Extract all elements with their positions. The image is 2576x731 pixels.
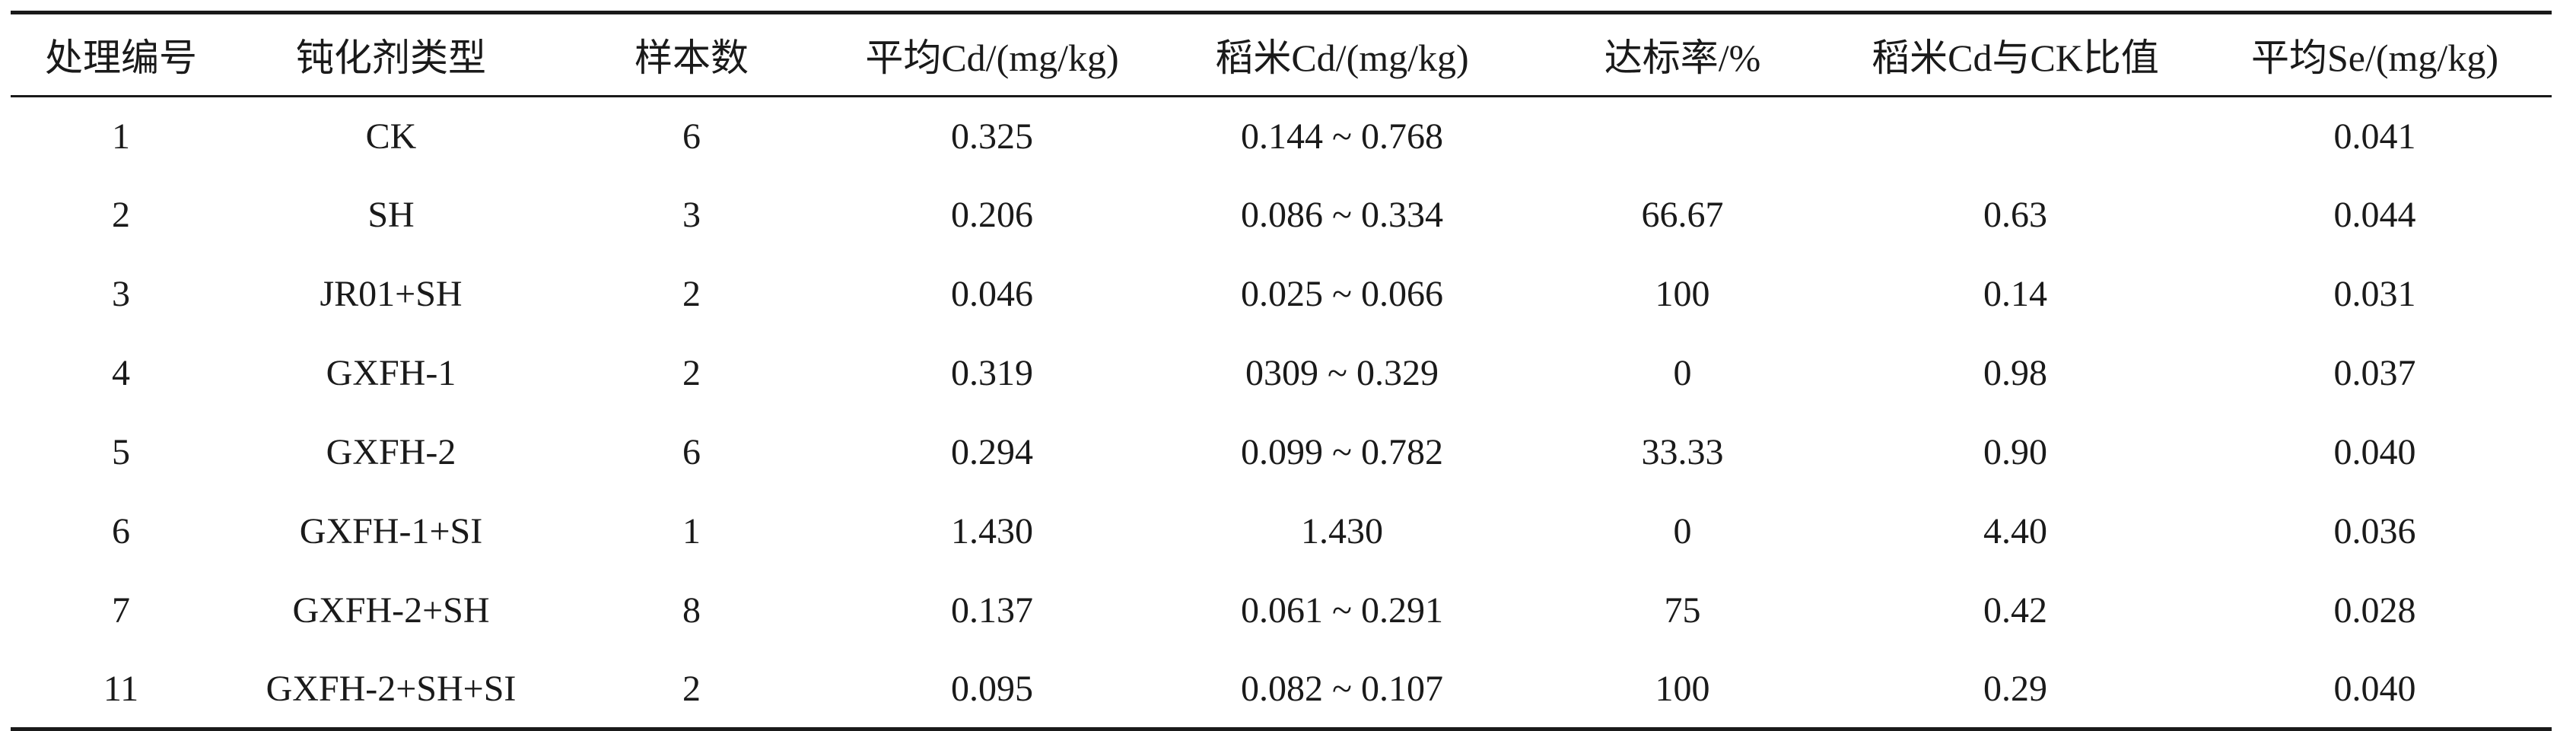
header-rice-cd: 稻米Cd/(mg/kg) (1152, 11, 1532, 97)
cell-passivator-type: GXFH-2 (326, 432, 456, 472)
cell-rice-cd: 0.144 ~ 0.768 (1241, 116, 1443, 157)
cell-rice-cd: 0.086 ~ 0.334 (1241, 195, 1443, 235)
cell-mean-cd: 0.325 (951, 116, 1033, 157)
header-mean-cd: 平均Cd/(mg/kg) (832, 11, 1152, 97)
cell-mean-se: 0.031 (2333, 274, 2416, 314)
cell-mean-cd: 0.294 (951, 432, 1033, 472)
cell-cd-ck-ratio: 0.29 (1833, 650, 2198, 731)
cell-sample-count: 8 (682, 590, 701, 631)
cell-cd-ck-ratio (1833, 97, 2198, 176)
cell-mean-se: 0.044 (2333, 195, 2416, 235)
header-treatment-id: 处理编号 (11, 11, 231, 97)
cell-mean-se: 0.037 (2333, 353, 2416, 393)
cell-mean-cd: 1.430 (951, 511, 1033, 551)
cell-cd-ck-ratio: 0.90 (1983, 432, 2047, 472)
cell-treatment-id: 1 (112, 116, 130, 157)
cell-sample-count: 1 (682, 511, 701, 551)
cell-sample-count: 3 (682, 195, 701, 235)
cell-rice-cd: 0.082 ~ 0.107 (1152, 650, 1532, 731)
cell-mean-cd: 0.206 (951, 195, 1033, 235)
cell-passivator-type: GXFH-2+SH (292, 590, 490, 631)
cell-cd-ck-ratio: 0.42 (1983, 590, 2047, 631)
table-row: 1 CK 6 0.325 0.144 ~ 0.768 0.041 (11, 97, 2552, 176)
cell-compliance-rate: 75 (1664, 590, 1701, 631)
cell-mean-se: 0.028 (2333, 590, 2416, 631)
cell-sample-count: 6 (682, 116, 701, 157)
cell-mean-cd: 0.137 (951, 590, 1033, 631)
header-mean-se: 平均Se/(mg/kg) (2198, 11, 2552, 97)
cell-cd-ck-ratio: 0.98 (1983, 353, 2047, 393)
cell-passivator-type: GXFH-1+SI (299, 511, 483, 551)
cell-compliance-rate: 66.67 (1641, 195, 1724, 235)
cell-passivator-type: SH (367, 195, 415, 235)
cell-compliance-rate: 0 (1673, 511, 1692, 551)
table-row: 3 JR01+SH 2 0.046 0.025 ~ 0.066 100 0.14… (11, 255, 2552, 334)
cell-rice-cd: 0.061 ~ 0.291 (1241, 590, 1443, 631)
cell-cd-ck-ratio: 0.14 (1983, 274, 2047, 314)
table-header-row: 处理编号 钝化剂类型 样本数 平均Cd/(mg/kg) 稻米Cd/(mg/kg)… (11, 11, 2552, 97)
cell-passivator-type: GXFH-1 (326, 353, 456, 393)
cell-compliance-rate: 0 (1673, 353, 1692, 393)
cell-sample-count: 2 (682, 274, 701, 314)
cell-mean-se: 0.036 (2333, 511, 2416, 551)
cell-mean-se: 0.041 (2333, 116, 2416, 157)
cell-treatment-id: 6 (112, 511, 130, 551)
cell-rice-cd: 0.025 ~ 0.066 (1241, 274, 1443, 314)
header-passivator-type: 钝化剂类型 (231, 11, 551, 97)
data-table: 处理编号 钝化剂类型 样本数 平均Cd/(mg/kg) 稻米Cd/(mg/kg)… (11, 11, 2552, 731)
cell-rice-cd: 0.099 ~ 0.782 (1241, 432, 1443, 472)
cell-compliance-rate: 33.33 (1641, 432, 1724, 472)
header-compliance-rate: 达标率/% (1532, 11, 1833, 97)
table-row: 11 GXFH-2+SH+SI 2 0.095 0.082 ~ 0.107 10… (11, 650, 2552, 731)
table-row: 2 SH 3 0.206 0.086 ~ 0.334 66.67 0.63 0.… (11, 176, 2552, 255)
cell-treatment-id: 3 (112, 274, 130, 314)
header-sample-count: 样本数 (551, 11, 832, 97)
cell-compliance-rate (1532, 97, 1833, 176)
cell-mean-se: 0.040 (2333, 432, 2416, 472)
cell-compliance-rate: 100 (1655, 274, 1710, 314)
cell-passivator-type: JR01+SH (320, 274, 463, 314)
cell-mean-se: 0.040 (2198, 650, 2552, 731)
cell-sample-count: 2 (551, 650, 832, 731)
cell-rice-cd: 0309 ~ 0.329 (1245, 353, 1439, 393)
cell-treatment-id: 11 (11, 650, 231, 731)
cell-treatment-id: 7 (112, 590, 130, 631)
cell-mean-cd: 0.319 (951, 353, 1033, 393)
cell-sample-count: 6 (682, 432, 701, 472)
cell-passivator-type: GXFH-2+SH+SI (231, 650, 551, 731)
cell-mean-cd: 0.095 (832, 650, 1152, 731)
cell-compliance-rate: 100 (1532, 650, 1833, 731)
cell-cd-ck-ratio: 0.63 (1983, 195, 2047, 235)
cell-passivator-type: CK (365, 116, 417, 157)
header-cd-ck-ratio: 稻米Cd与CK比值 (1833, 11, 2198, 97)
table-row: 5 GXFH-2 6 0.294 0.099 ~ 0.782 33.33 0.9… (11, 413, 2552, 492)
cell-rice-cd: 1.430 (1301, 511, 1383, 551)
cell-treatment-id: 5 (112, 432, 130, 472)
table-row: 6 GXFH-1+SI 1 1.430 1.430 0 4.40 0.036 (11, 492, 2552, 571)
cell-treatment-id: 2 (112, 195, 130, 235)
table-row: 4 GXFH-1 2 0.319 0309 ~ 0.329 0 0.98 0.0… (11, 334, 2552, 413)
cell-mean-cd: 0.046 (951, 274, 1033, 314)
table-row: 7 GXFH-2+SH 8 0.137 0.061 ~ 0.291 75 0.4… (11, 571, 2552, 650)
cell-cd-ck-ratio: 4.40 (1983, 511, 2047, 551)
cell-sample-count: 2 (682, 353, 701, 393)
cell-treatment-id: 4 (112, 353, 130, 393)
